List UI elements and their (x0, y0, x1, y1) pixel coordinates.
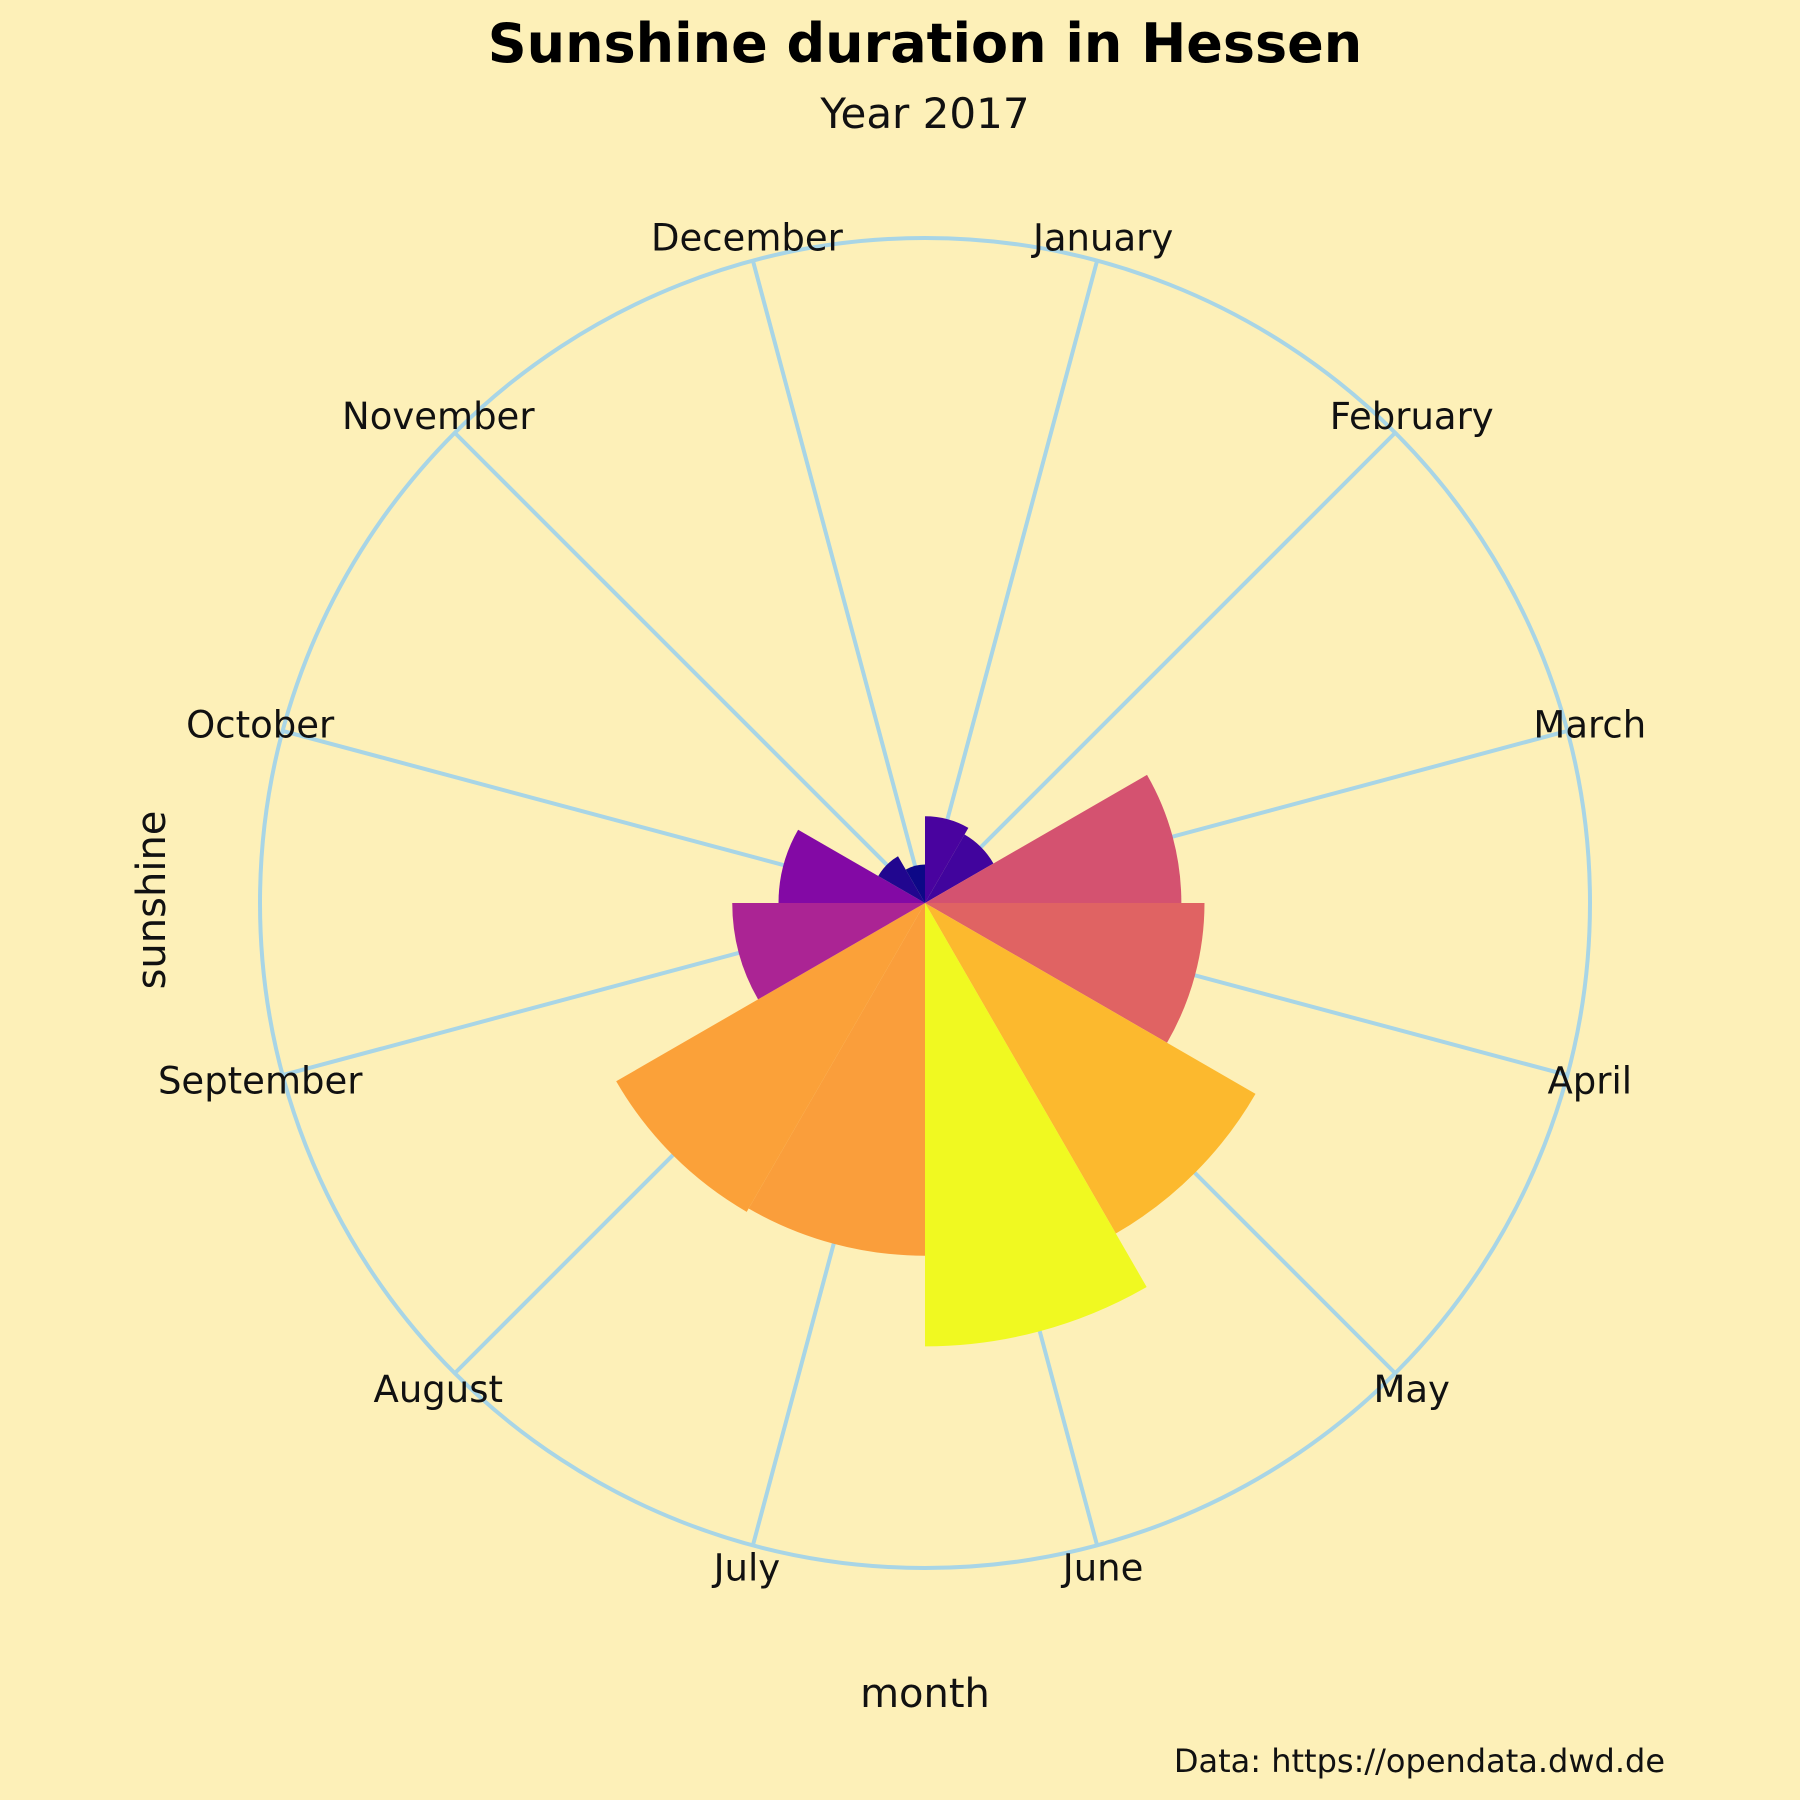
bar-december (905, 864, 925, 903)
tick-label-november: November (342, 395, 535, 438)
tick-label-december: December (651, 217, 844, 260)
tick-label-april: April (1548, 1060, 1633, 1103)
bar-series (616, 774, 1256, 1347)
bar-november (878, 856, 925, 903)
bar-march (925, 774, 1182, 903)
spoke-february (923, 431, 1397, 905)
tick-label-may: May (1373, 1368, 1450, 1411)
tick-label-september: September (158, 1060, 363, 1103)
chart-title: Sunshine duration in Hessen (488, 12, 1363, 75)
bar-october (778, 829, 925, 903)
bar-january (925, 816, 969, 903)
tick-label-october: October (186, 703, 335, 746)
tick-label-march: March (1533, 703, 1646, 746)
x-axis-label: month (860, 1671, 990, 1717)
tick-label-july: July (712, 1546, 781, 1589)
bar-august (616, 903, 925, 1212)
bar-september (732, 903, 925, 1000)
spoke-january (923, 260, 1100, 904)
y-axis-label: sunshine (129, 811, 175, 990)
bar-april (925, 903, 1205, 1043)
tick-label-august: August (374, 1368, 503, 1411)
bar-july (748, 903, 925, 1256)
tick-label-june: June (1061, 1546, 1144, 1589)
bar-february (925, 834, 994, 903)
chart-subtitle: Year 2017 (819, 89, 1029, 138)
outer-grid-circle (258, 236, 1592, 1570)
tick-label-january: January (1031, 217, 1173, 260)
spoke-november (453, 431, 927, 905)
data-source-caption: Data: https://opendata.dwd.de (1174, 1742, 1665, 1780)
month-tick-labels: January February March April May June July Augu… (158, 217, 1646, 1590)
bar-may (925, 903, 1256, 1234)
bar-june (925, 903, 1147, 1347)
tick-label-february: February (1330, 395, 1494, 438)
spoke-december (750, 260, 927, 904)
